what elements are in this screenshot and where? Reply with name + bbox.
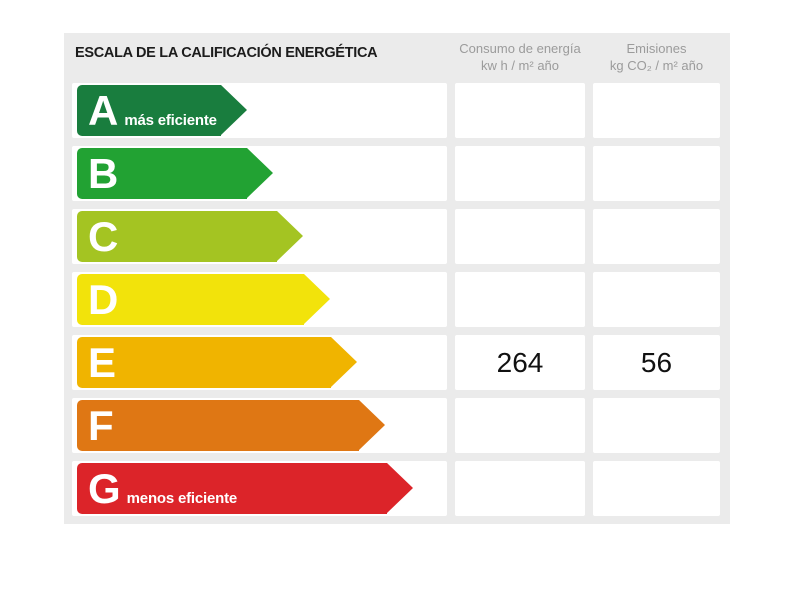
- bar-track: F: [72, 398, 447, 453]
- grade-letter: E: [88, 339, 116, 386]
- column-header-emisiones: Emisiones kg CO₂ / m² año: [593, 40, 720, 74]
- consumo-header-unit: kw h / m² año: [480, 58, 560, 73]
- scale-row-g: G menos eficiente: [64, 461, 730, 516]
- bar-track: G menos eficiente: [72, 461, 447, 516]
- grade-letter: D: [88, 276, 118, 323]
- scale-row-f: F: [64, 398, 730, 453]
- emisiones-header-unit: kg CO₂ / m² año: [609, 58, 704, 73]
- bar-track: A más eficiente: [72, 83, 447, 138]
- bar-arrow-tip-icon: [331, 337, 357, 387]
- consumo-value-cell: [455, 83, 585, 138]
- grade-bar-arrow: C: [77, 211, 303, 262]
- scale-row-e: E 264 56: [64, 335, 730, 390]
- bar-track: C: [72, 209, 447, 264]
- bar-track: D: [72, 272, 447, 327]
- consumo-value-cell: [455, 146, 585, 201]
- bar-arrow-tip-icon: [221, 85, 247, 135]
- scale-row-d: D: [64, 272, 730, 327]
- emisiones-header-label: Emisiones: [626, 41, 687, 56]
- consumo-header-label: Consumo de energía: [459, 41, 581, 56]
- grade-bar-arrow: G menos eficiente: [77, 463, 413, 514]
- grade-bar-arrow: E: [77, 337, 357, 388]
- emisiones-value-cell: [593, 83, 720, 138]
- bar-arrow-tip-icon: [247, 148, 273, 198]
- grade-bar-arrow: A más eficiente: [77, 85, 247, 136]
- emisiones-value-cell: [593, 146, 720, 201]
- emisiones-value-cell: [593, 272, 720, 327]
- grade-sublabel: menos eficiente: [126, 490, 238, 507]
- grade-letter: C: [88, 213, 118, 260]
- bar-track: E: [72, 335, 447, 390]
- emisiones-value-cell: [593, 209, 720, 264]
- consumo-value-cell: [455, 272, 585, 327]
- consumo-value-cell: [455, 398, 585, 453]
- scale-row-c: C: [64, 209, 730, 264]
- emisiones-value-cell: [593, 398, 720, 453]
- column-header-consumo: Consumo de energía kw h / m² año: [455, 40, 585, 74]
- scale-row-a: A más eficiente: [64, 83, 730, 138]
- energy-rating-panel: ESCALA DE LA CALIFICACIÓN ENERGÉTICA Con…: [64, 33, 730, 524]
- grade-bar-arrow: D: [77, 274, 330, 325]
- energy-scale-title: ESCALA DE LA CALIFICACIÓN ENERGÉTICA: [75, 45, 378, 61]
- grade-letter: A: [88, 87, 118, 134]
- grade-bar-arrow: B: [77, 148, 273, 199]
- bar-arrow-tip-icon: [359, 400, 385, 450]
- consumo-value-cell: [455, 461, 585, 516]
- scale-rows: A más eficiente B C: [64, 83, 730, 524]
- consumo-value-cell: 264: [455, 335, 585, 390]
- bar-track: B: [72, 146, 447, 201]
- bar-arrow-tip-icon: [387, 463, 413, 513]
- bar-arrow-tip-icon: [304, 274, 330, 324]
- consumo-value-cell: [455, 209, 585, 264]
- grade-letter: F: [88, 402, 114, 449]
- grade-bar-arrow: F: [77, 400, 385, 451]
- bar-arrow-tip-icon: [277, 211, 303, 261]
- emisiones-value-cell: 56: [593, 335, 720, 390]
- emisiones-value-cell: [593, 461, 720, 516]
- scale-row-b: B: [64, 146, 730, 201]
- grade-sublabel: más eficiente: [124, 112, 217, 129]
- grade-letter: B: [88, 150, 118, 197]
- grade-letter: G: [88, 465, 121, 512]
